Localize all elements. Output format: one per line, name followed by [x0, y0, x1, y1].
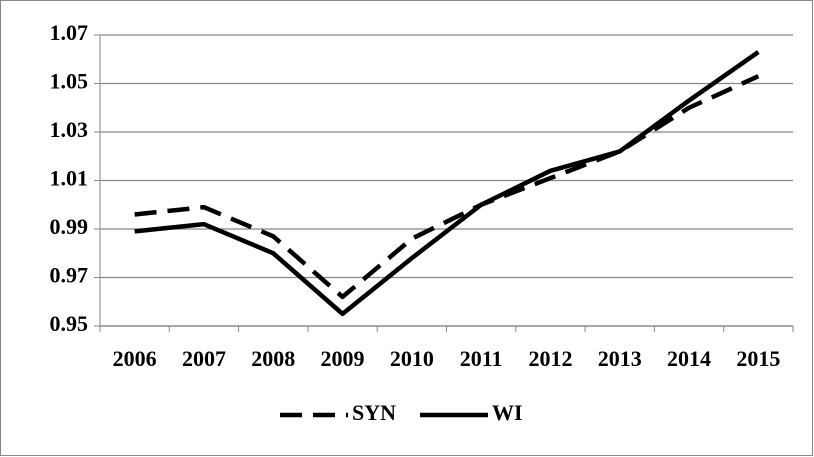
x-tick-label: 2009 — [321, 346, 365, 371]
y-tick-label: 0.99 — [50, 214, 89, 239]
x-tick-label: 2008 — [251, 346, 295, 371]
x-tick-label: 2014 — [667, 346, 711, 371]
x-tick-label: 2011 — [460, 346, 503, 371]
legend-label: SYN — [352, 400, 396, 425]
x-tick-label: 2012 — [528, 346, 572, 371]
x-tick-label: 2015 — [736, 346, 780, 371]
x-tick-label: 2010 — [390, 346, 434, 371]
x-tick-label: 2006 — [113, 346, 157, 371]
y-tick-label: 0.97 — [50, 263, 89, 288]
y-tick-label: 1.03 — [50, 117, 89, 142]
y-tick-label: 1.07 — [50, 20, 89, 45]
series-line — [134, 50, 760, 317]
y-tick-label: 0.95 — [50, 311, 89, 336]
series-line — [134, 74, 760, 300]
y-tick-label: 1.01 — [50, 166, 89, 191]
y-tick-label: 1.05 — [50, 69, 89, 94]
x-tick-label: 2007 — [182, 346, 226, 371]
x-tick-label: 2013 — [598, 346, 642, 371]
legend-label: WI — [492, 400, 523, 425]
